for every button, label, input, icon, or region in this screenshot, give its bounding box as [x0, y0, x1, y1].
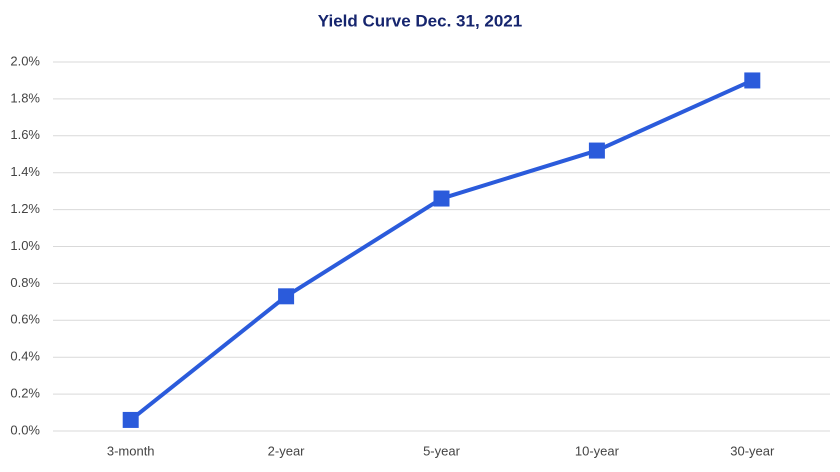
y-tick-label: 1.0%: [10, 238, 40, 253]
y-tick-label: 1.4%: [10, 164, 40, 179]
data-marker: [122, 411, 139, 428]
x-tick-label: 10-year: [575, 443, 620, 458]
chart-title: Yield Curve Dec. 31, 2021: [318, 11, 522, 30]
data-marker: [588, 142, 605, 159]
data-marker: [278, 288, 295, 305]
y-tick-label: 1.2%: [10, 201, 40, 216]
y-tick-label: 0.2%: [10, 386, 40, 401]
y-tick-label: 2.0%: [10, 53, 40, 68]
x-tick-label: 5-year: [423, 443, 461, 458]
data-line: [129, 78, 754, 422]
x-tick-label: 3-month: [107, 443, 155, 458]
data-marker: [433, 190, 450, 207]
y-tick-label: 0.0%: [10, 422, 40, 437]
x-tick-label: 30-year: [730, 443, 775, 458]
y-tick-label: 1.8%: [10, 90, 40, 105]
y-tick-label: 0.4%: [10, 349, 40, 364]
data-marker: [744, 72, 761, 89]
y-tick-label: 0.8%: [10, 275, 40, 290]
x-tick-label: 2-year: [268, 443, 306, 458]
y-tick-label: 0.6%: [10, 312, 40, 327]
y-tick-label: 1.6%: [10, 127, 40, 142]
